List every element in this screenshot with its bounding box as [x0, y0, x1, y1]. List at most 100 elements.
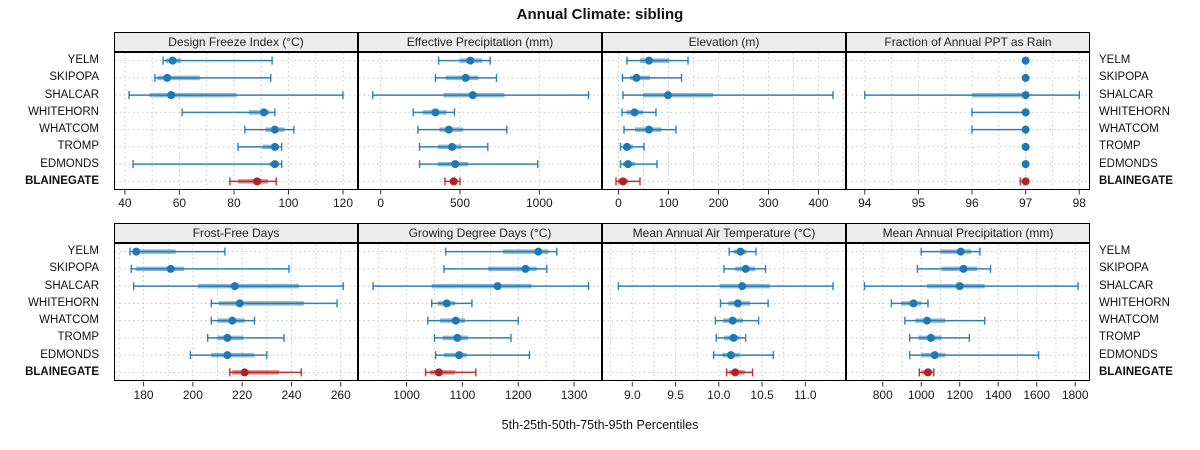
panel-strip-title: Frost-Free Days: [114, 223, 358, 243]
station-labels-right: YELM SKIPOPA SHALCAR WHITEHORN WHATCOM TROMP E…: [1092, 52, 1198, 190]
station-label: BLAINEGATE: [1099, 174, 1173, 187]
median-dot: [630, 108, 639, 117]
panel-border: [358, 52, 602, 190]
median-dot: [449, 177, 458, 186]
percentile-whisker-TROMP: [206, 333, 285, 342]
panel-plot: [358, 52, 602, 190]
station-label: TROMP: [1099, 140, 1141, 153]
station-label: YELM: [67, 245, 99, 257]
station-label: YELM: [67, 54, 99, 66]
percentile-whisker-WHITEHORN: [890, 299, 929, 308]
median-dot: [926, 333, 935, 342]
median-dot: [466, 56, 475, 65]
percentile-whisker-TROMP: [237, 142, 283, 151]
axis-tick-label: 100: [658, 196, 678, 210]
percentile-whisker-WHITEHORN: [431, 299, 473, 308]
axis-tick-label: 200: [183, 388, 203, 402]
median-dot: [461, 73, 470, 82]
axis-tick-label: 1100: [450, 388, 476, 402]
percentile-whisker-BLAINEGATE: [1019, 177, 1030, 186]
panel-x-axis: 9.0 9.5 10.0 10.5 11.0: [624, 382, 817, 402]
panel-x-axis: 0 100 200 300 400: [615, 190, 829, 210]
median-dot: [623, 142, 631, 151]
percentile-whisker-SKIPOPA: [1021, 73, 1030, 82]
percentile-whisker-EDMONDS: [908, 351, 1040, 360]
percentile-whisker-WHITEHORN: [412, 108, 456, 117]
panel-border: [846, 243, 1090, 381]
station-label: SKIPOPA: [49, 71, 99, 84]
percentile-whisker-EDMONDS: [434, 351, 531, 360]
median-dot: [453, 333, 462, 342]
station-label: SKIPOPA: [49, 262, 99, 275]
axis-tick-label: 60: [173, 196, 187, 210]
station-label: YELM: [1099, 245, 1131, 257]
axis-tick-label: 1000: [393, 388, 420, 402]
station-label: SHALCAR: [44, 88, 99, 101]
median-dot: [664, 91, 672, 100]
median-dot: [521, 264, 530, 273]
median-dot: [956, 247, 965, 256]
median-dot: [736, 247, 745, 256]
median-dot: [167, 91, 176, 100]
axis-tick-label: 0: [377, 196, 384, 210]
median-dot: [270, 160, 279, 169]
percentile-whisker-SHALCAR: [622, 91, 834, 100]
station-label: TROMP: [1099, 331, 1141, 344]
median-dot: [1021, 73, 1030, 82]
panel-border: [114, 52, 358, 190]
axis-tick-label: 1800: [1062, 388, 1089, 402]
percentile-whisker-BLAINEGATE: [229, 177, 277, 186]
axis-tick-label: 400: [808, 196, 828, 210]
station-label: WHATCOM: [1099, 123, 1159, 135]
station-label: WHATCOM: [39, 314, 99, 326]
axis-tick-label: 1200: [946, 388, 973, 402]
axis-tick-label: 260: [331, 388, 351, 402]
median-dot: [434, 368, 443, 377]
panel-strip-title: Elevation (m): [602, 32, 846, 52]
median-dot: [230, 282, 239, 291]
axis-tick-label: 10.5: [750, 388, 774, 402]
axis-tick-label: 800: [873, 388, 893, 402]
axis-tick-label: 1200: [505, 388, 532, 402]
station-label: SHALCAR: [1099, 88, 1154, 101]
median-dot: [1021, 160, 1030, 169]
median-dot: [1021, 91, 1030, 100]
station-labels-right: YELM SKIPOPA SHALCAR WHITEHORN WHATCOM TROMP E…: [1092, 243, 1198, 381]
median-dot: [534, 247, 543, 256]
axis-tick-label: 500: [450, 196, 470, 210]
station-label: WHATCOM: [39, 123, 99, 135]
percentile-whisker-SHALCAR: [133, 282, 344, 291]
axis-tick-label: 80: [227, 196, 241, 210]
panel-plot: [358, 243, 602, 381]
axis-tick-label: 220: [232, 388, 252, 402]
station-label: YELM: [1099, 54, 1131, 66]
panel-plot: [846, 52, 1090, 190]
station-label: WHITEHORN: [1099, 105, 1170, 118]
station-label: WHITEHORN: [28, 105, 99, 118]
axis-tick-label: 120: [333, 196, 353, 210]
percentile-whisker-TROMP: [715, 333, 747, 342]
percentile-whisker-TROMP: [619, 142, 645, 151]
station-labels-left: YELM SKIPOPA SHALCAR WHITEHORN WHATCOM TROMP E…: [0, 243, 106, 381]
percentile-whisker-SKIPOPA: [130, 264, 290, 273]
median-dot: [228, 316, 237, 325]
percentile-whisker-WHATCOM: [417, 125, 508, 134]
median-dot: [959, 264, 968, 273]
median-dot: [235, 299, 244, 308]
panel-x-axis: 94 95 96 97 98: [858, 190, 1086, 210]
median-dot: [451, 160, 460, 169]
percentile-whisker-SKIPOPA: [621, 73, 683, 82]
median-dot: [728, 316, 737, 325]
percentile-whisker-YELM: [728, 247, 757, 256]
panel-strip-title: Effective Precipitation (mm): [358, 32, 602, 52]
median-dot: [168, 56, 177, 65]
axis-tick-label: 0: [615, 196, 622, 210]
percentile-whisker-YELM: [129, 247, 226, 256]
panel-plot: [114, 243, 358, 381]
percentile-whisker-YELM: [437, 56, 491, 65]
station-label: SKIPOPA: [1099, 71, 1149, 84]
station-label: EDMONDS: [40, 348, 99, 361]
station-label: SHALCAR: [44, 279, 99, 292]
panel-plot: [602, 243, 846, 381]
percentile-whisker-SHALCAR: [372, 282, 590, 291]
